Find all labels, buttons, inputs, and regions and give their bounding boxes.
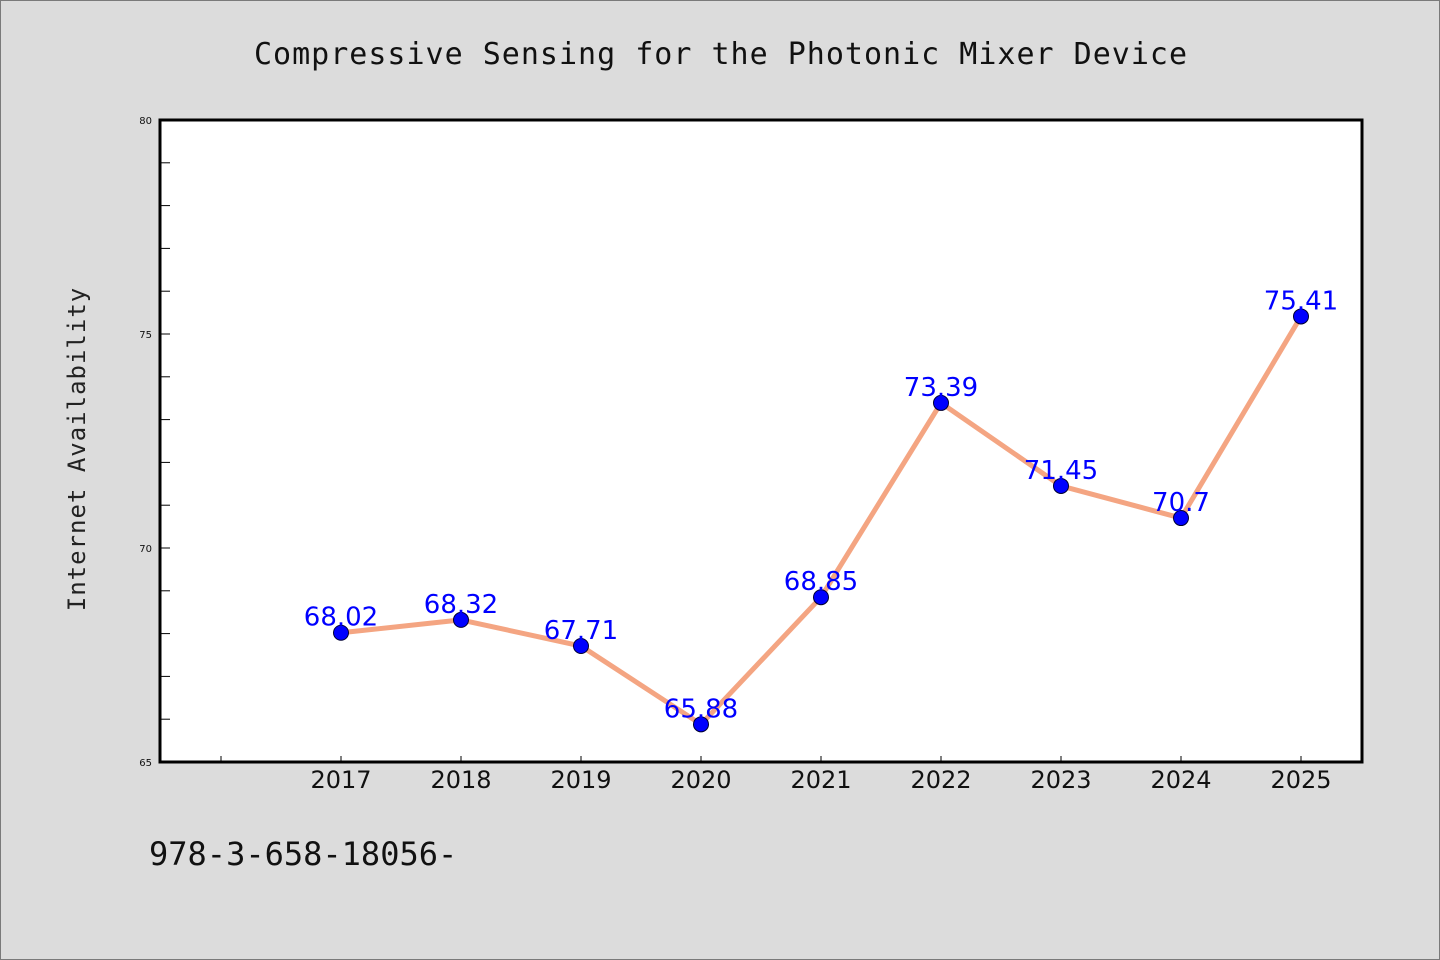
x-tick-label: 2020 [670, 766, 731, 794]
x-tick-label: 2025 [1270, 766, 1331, 794]
ticks-layer: 65 70 75 80 2017 2018 2019 2020 2021 2022 2023 2024… [139, 116, 1331, 794]
data-point[interactable] [453, 611, 469, 628]
plot-area [160, 120, 1362, 762]
plot-frame [158, 118, 1364, 764]
data-label: 68.02 [304, 603, 378, 633]
data-label: 65.88 [664, 694, 738, 724]
data-label: 70.7 [1152, 488, 1210, 518]
x-tick-label: 2018 [430, 766, 491, 794]
data-label: 67.71 [544, 616, 618, 646]
x-tick-label: 2024 [1150, 766, 1211, 794]
data-point[interactable] [573, 638, 589, 655]
data-label: 68.85 [784, 567, 858, 597]
labels-layer: 68.02 68.32 67.71 65.88 68.85 73.39 71.45 70.7 7… [304, 286, 1338, 724]
y-tick-label: 70 [139, 544, 152, 555]
data-point[interactable] [1173, 510, 1189, 527]
data-point[interactable] [933, 394, 949, 411]
data-label: 73.39 [904, 373, 978, 403]
y-tick-label: 75 [139, 330, 152, 341]
y-tick-label: 80 [139, 116, 152, 127]
data-label: 68.32 [424, 590, 498, 620]
data-label: 75.41 [1264, 286, 1338, 316]
data-point[interactable] [693, 716, 709, 733]
data-point[interactable] [1293, 308, 1309, 325]
data-point[interactable] [1053, 477, 1069, 494]
series-layer [333, 308, 1309, 733]
x-tick-label: 2021 [790, 766, 851, 794]
x-tick-label: 2022 [910, 766, 971, 794]
footer-identifier: 978-3-658-18056- [149, 835, 457, 873]
y-axis-label: Internet Availability [63, 287, 91, 611]
x-tick-label: 2023 [1030, 766, 1091, 794]
chart-title: Compressive Sensing for the Photonic Mix… [254, 37, 1188, 72]
data-point[interactable] [813, 589, 829, 606]
data-point[interactable] [333, 624, 349, 641]
data-label: 71.45 [1024, 456, 1098, 486]
x-tick-label: 2017 [310, 766, 371, 794]
y-tick-label: 65 [139, 758, 152, 769]
x-tick-label: 2019 [550, 766, 611, 794]
